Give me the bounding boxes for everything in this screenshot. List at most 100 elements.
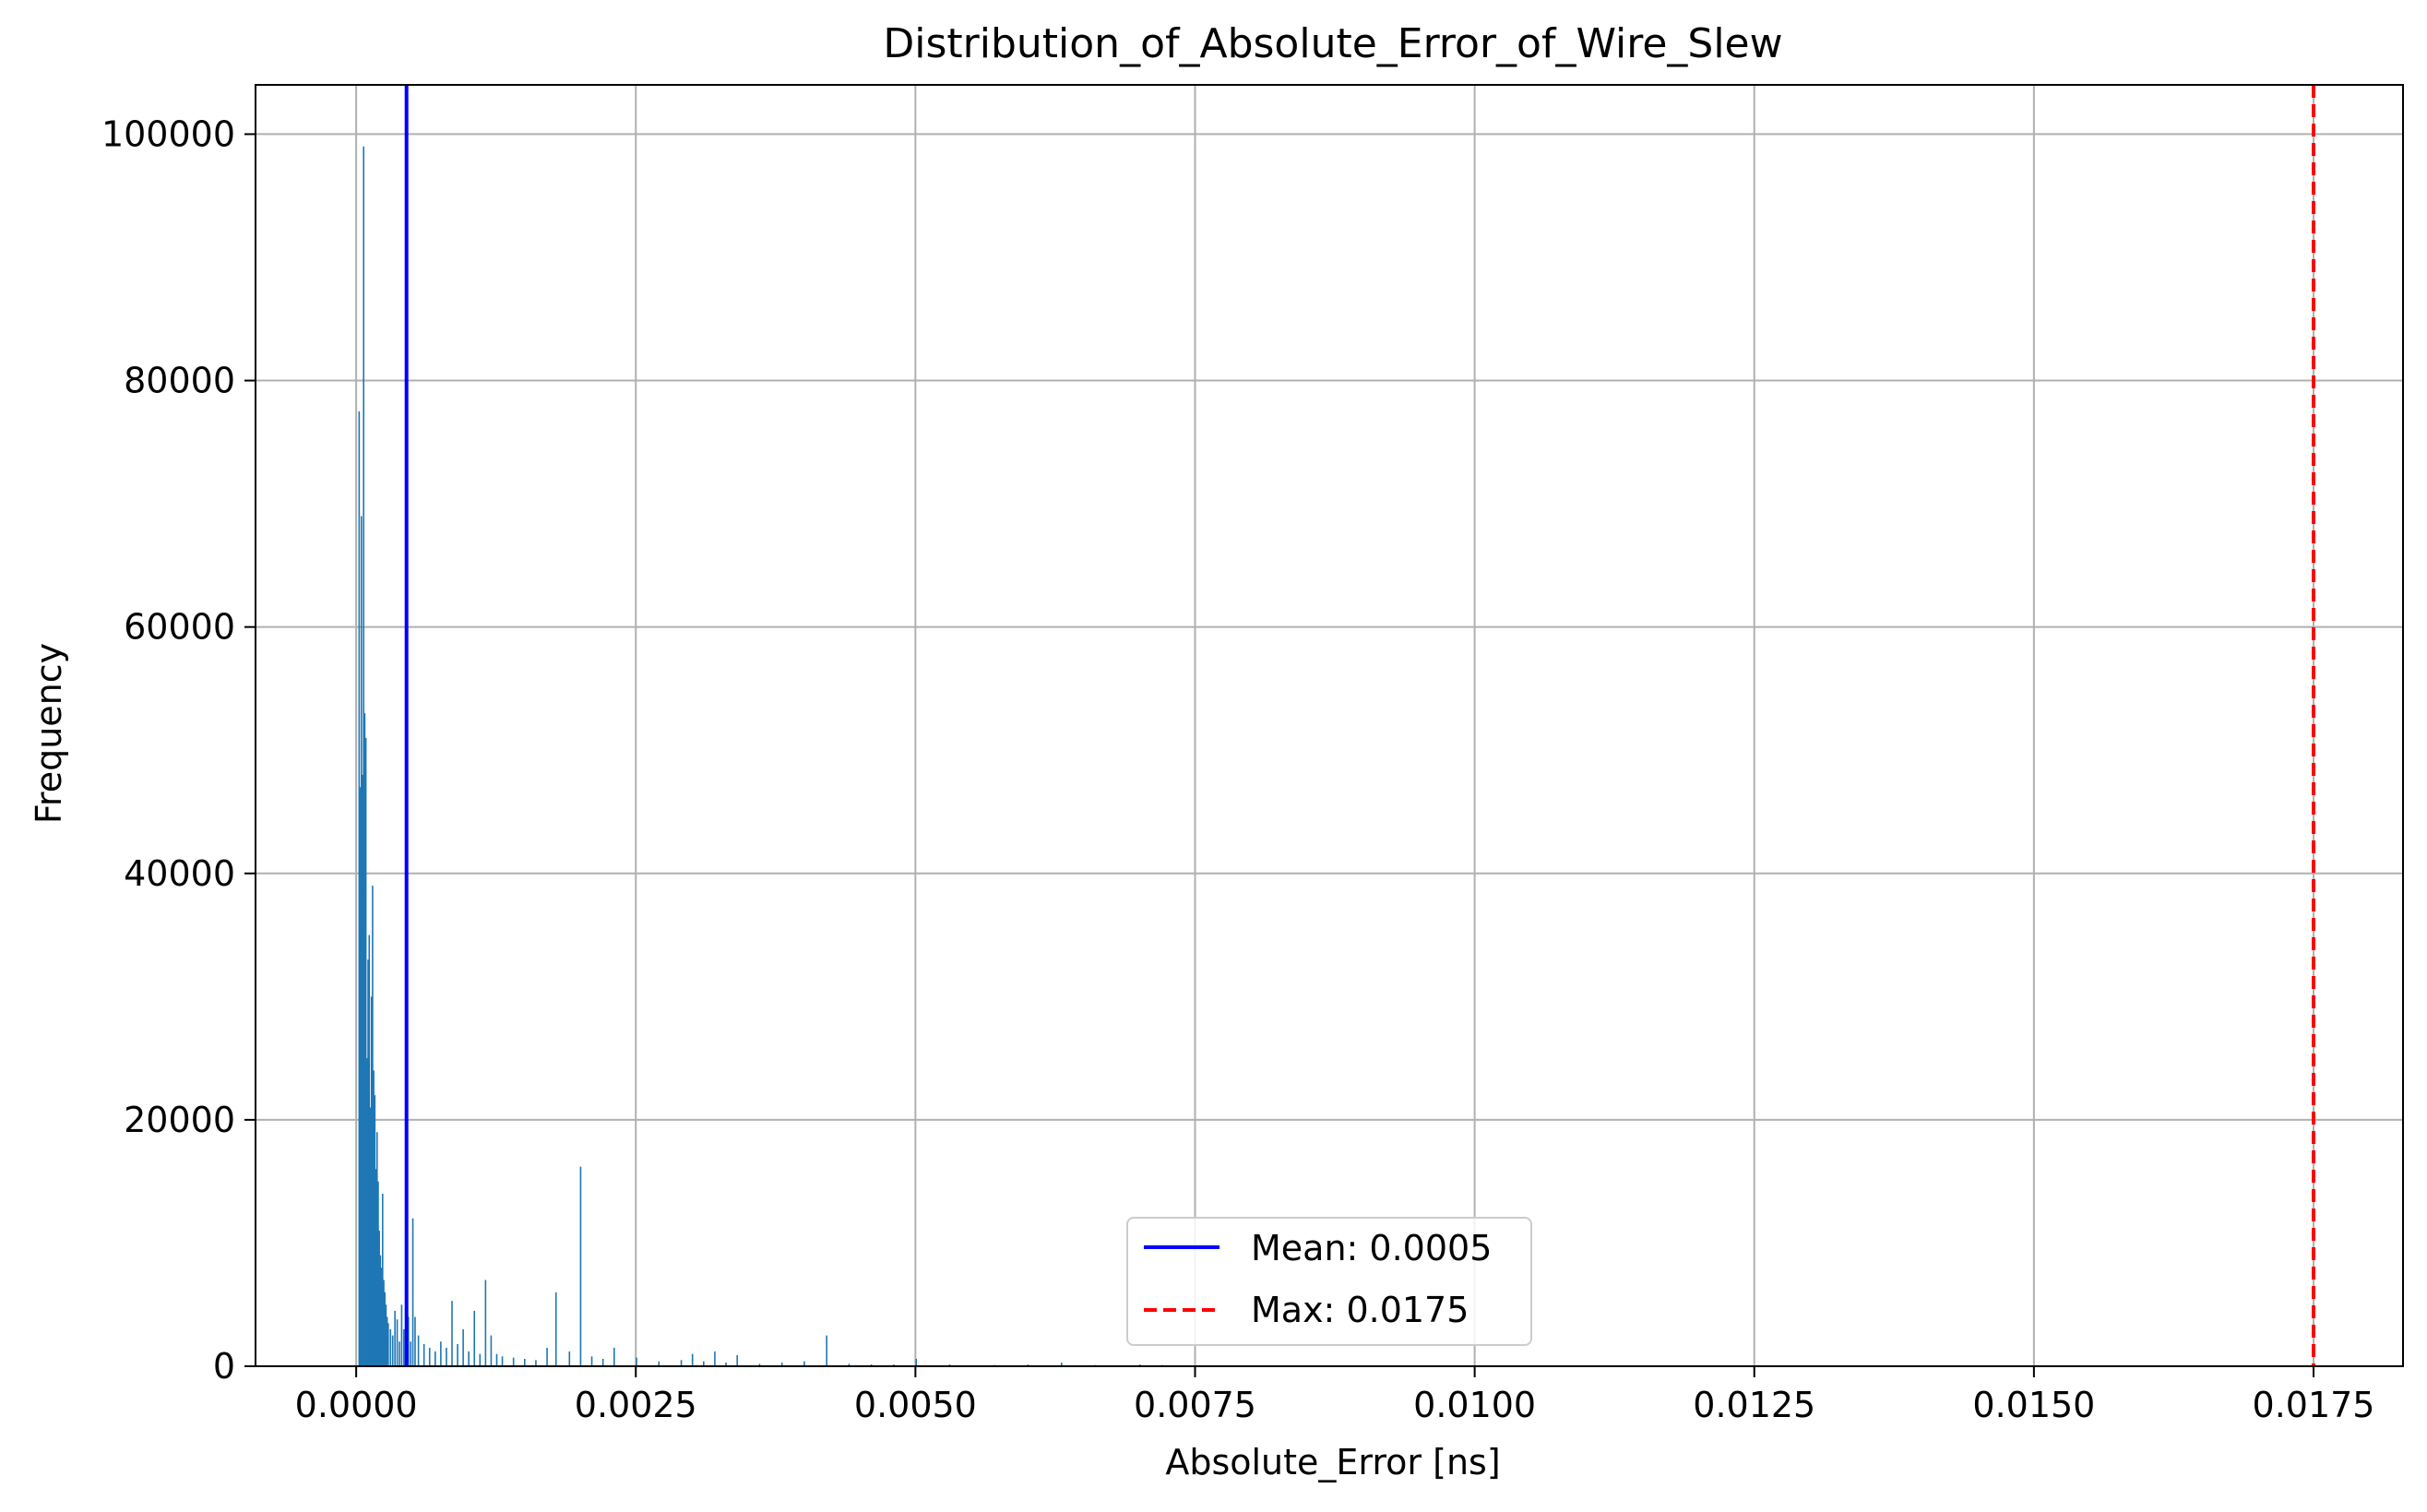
histogram-bar — [363, 713, 366, 1366]
histogram-bar — [826, 1335, 827, 1366]
histogram-bar — [803, 1361, 805, 1366]
histogram-bar — [378, 1231, 380, 1366]
histogram-bar — [703, 1361, 705, 1366]
histogram-bar — [428, 1347, 431, 1366]
plot-area-frame — [255, 84, 2404, 1367]
histogram-bar — [1138, 1363, 1141, 1366]
histogram-bar — [736, 1354, 738, 1366]
legend: Mean: 0.0005 Max: 0.0175 — [1126, 1217, 1532, 1346]
histogram-bar — [358, 411, 361, 1367]
histogram-bars — [358, 146, 1208, 1367]
histogram-bar — [399, 1341, 400, 1366]
legend-mean-label: Mean: 0.0005 — [1251, 1228, 1492, 1268]
histogram-bar — [374, 1095, 376, 1366]
histogram-bar — [524, 1358, 526, 1366]
x-tick-label: 0.0175 — [2253, 1385, 2375, 1425]
histogram-bar — [870, 1363, 873, 1366]
histogram-bar — [462, 1328, 464, 1366]
histogram-bar — [535, 1360, 537, 1366]
histogram-bar — [501, 1356, 504, 1366]
histogram-bar — [370, 996, 373, 1366]
histogram-bar — [364, 737, 367, 1366]
histogram-bar — [407, 1316, 410, 1366]
histogram-bar — [601, 1358, 604, 1366]
histogram-bar — [411, 1218, 414, 1366]
histogram-bar — [636, 1357, 637, 1366]
y-tick-label: 80000 — [124, 361, 235, 401]
x-tick-label: 0.0075 — [1134, 1385, 1256, 1425]
histogram-bar — [400, 1304, 403, 1366]
histogram-bar — [389, 1328, 392, 1366]
histogram-bar — [780, 1362, 783, 1366]
histogram-bar — [468, 1351, 470, 1366]
y-tick-label: 100000 — [101, 113, 235, 154]
y-axis-label: Frequency — [29, 643, 69, 824]
y-tick-label: 40000 — [124, 853, 235, 894]
chart-title: Distribution_of_Absolute_Error_of_Wire_S… — [883, 20, 1782, 67]
histogram-bar — [451, 1301, 453, 1366]
y-axis-ticks: 0 20000 40000 60000 80000 100000 — [101, 113, 256, 1387]
histogram-bar — [373, 1070, 375, 1366]
histogram-bar — [725, 1362, 727, 1366]
legend-box — [1126, 1217, 1532, 1346]
x-tick-label: 0.0100 — [1413, 1385, 1536, 1425]
histogram-bar — [948, 1363, 951, 1366]
histogram-bar — [434, 1351, 436, 1366]
histogram-bar — [613, 1347, 615, 1366]
histogram-bar — [490, 1335, 493, 1366]
x-tick-label: 0.0150 — [1972, 1385, 2095, 1425]
histogram-bar — [391, 1335, 394, 1366]
histogram-bar — [579, 1166, 582, 1366]
histogram-bar — [386, 1316, 388, 1366]
histogram-bar — [410, 1341, 411, 1366]
x-tick-label: 0.0050 — [854, 1385, 977, 1425]
histogram-bar — [1027, 1363, 1029, 1366]
y-tick-label: 20000 — [124, 1100, 235, 1140]
histogram-bar — [1061, 1362, 1063, 1366]
histogram-bar — [379, 1255, 382, 1366]
x-tick-label: 0.0025 — [575, 1385, 697, 1425]
histogram-bar — [369, 1107, 372, 1366]
histogram-bar — [367, 959, 369, 1366]
histogram-bar — [714, 1351, 716, 1366]
histogram-bar — [590, 1356, 593, 1366]
histogram-bar — [554, 1292, 557, 1366]
reference-lines — [404, 85, 2315, 1366]
histogram-bar — [375, 1132, 378, 1366]
histogram-bar — [359, 787, 362, 1366]
histogram-bar — [362, 774, 363, 1366]
histogram-bar — [680, 1360, 683, 1366]
histogram-bar — [758, 1363, 761, 1366]
y-tick-label: 60000 — [124, 607, 235, 648]
histogram-bar — [848, 1363, 851, 1366]
histogram-bar — [446, 1347, 447, 1366]
histogram-bar — [387, 1323, 389, 1366]
histogram-bar — [658, 1361, 660, 1366]
histogram-bar — [414, 1316, 416, 1366]
histogram-bar — [893, 1363, 895, 1366]
histogram-bar — [384, 1292, 387, 1366]
histogram-bar — [363, 146, 364, 1367]
histogram-bar — [377, 1181, 379, 1366]
histogram-bar — [479, 1353, 482, 1366]
x-axis-ticks: 0.0000 0.0025 0.0050 0.0075 0.0100 0.0125 0.01… — [295, 1366, 2375, 1425]
x-tick-label: 0.0125 — [1693, 1385, 1815, 1425]
histogram-bar — [394, 1310, 396, 1366]
histogram-bar — [375, 1169, 377, 1366]
histogram-bar — [512, 1357, 515, 1366]
histogram-bar — [382, 1194, 384, 1366]
x-tick-label: 0.0000 — [295, 1385, 418, 1425]
legend-max-label: Max: 0.0175 — [1251, 1290, 1469, 1330]
histogram-bar — [368, 935, 371, 1366]
histogram-bar — [403, 1328, 405, 1366]
histogram-bar — [915, 1358, 917, 1366]
histogram-bar — [440, 1341, 442, 1366]
x-axis-label: Absolute_Error [ns] — [1165, 1442, 1500, 1482]
histogram-bar — [380, 1268, 383, 1366]
histogram-bar — [383, 1280, 385, 1366]
histogram-bar — [457, 1343, 458, 1366]
y-tick-label: 0 — [213, 1346, 235, 1387]
histogram-bar — [417, 1335, 420, 1366]
histogram-bar — [546, 1347, 548, 1366]
